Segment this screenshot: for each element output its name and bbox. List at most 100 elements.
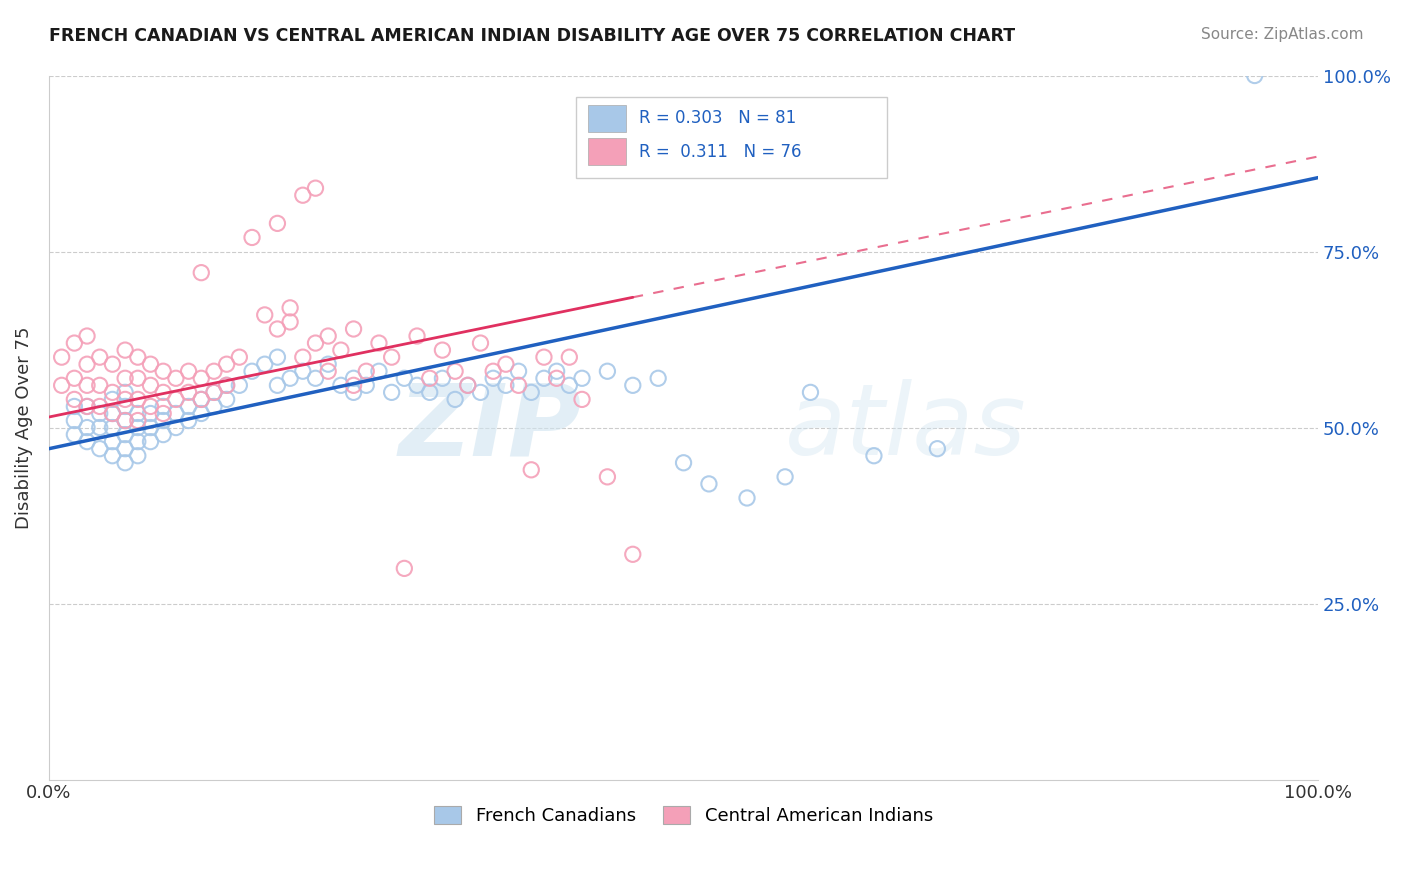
Point <box>101 407 124 421</box>
Point <box>266 322 288 336</box>
Point <box>368 336 391 351</box>
Point <box>240 364 263 378</box>
Point <box>152 427 174 442</box>
Point <box>76 434 98 449</box>
Point <box>266 216 288 230</box>
Point <box>114 385 136 400</box>
Text: ZIP: ZIP <box>399 379 582 476</box>
Point <box>76 420 98 434</box>
Point <box>520 385 543 400</box>
Point <box>101 434 124 449</box>
Point <box>76 400 98 414</box>
Point <box>253 357 276 371</box>
Point <box>697 476 720 491</box>
Point <box>51 378 73 392</box>
Point <box>89 442 111 456</box>
Point <box>368 364 391 378</box>
Point <box>202 385 225 400</box>
Point <box>266 350 288 364</box>
Point <box>558 350 581 364</box>
Point <box>152 400 174 414</box>
Point <box>266 378 288 392</box>
Point <box>89 350 111 364</box>
FancyBboxPatch shape <box>575 96 887 178</box>
Point <box>114 413 136 427</box>
Point <box>558 378 581 392</box>
Point <box>508 364 530 378</box>
Y-axis label: Disability Age Over 75: Disability Age Over 75 <box>15 326 32 529</box>
Point <box>394 561 416 575</box>
Point <box>394 371 416 385</box>
Point <box>495 378 517 392</box>
Point <box>190 392 212 407</box>
Point <box>127 449 149 463</box>
Point <box>228 378 250 392</box>
Point <box>114 456 136 470</box>
Point <box>291 350 314 364</box>
Point <box>406 329 429 343</box>
Point <box>127 407 149 421</box>
Point <box>457 378 479 392</box>
Point <box>406 378 429 392</box>
Point <box>139 420 162 434</box>
Point <box>101 407 124 421</box>
Point <box>89 378 111 392</box>
Point <box>356 364 378 378</box>
Point <box>735 491 758 505</box>
Point <box>89 400 111 414</box>
Legend: French Canadians, Central American Indians: French Canadians, Central American India… <box>425 797 942 834</box>
Point <box>546 364 568 378</box>
Point <box>672 456 695 470</box>
Point <box>215 392 238 407</box>
Point <box>316 364 339 378</box>
Point <box>114 343 136 358</box>
Point <box>139 400 162 414</box>
Point <box>63 371 86 385</box>
Point <box>101 420 124 434</box>
Point <box>571 392 593 407</box>
Point <box>152 413 174 427</box>
Point <box>63 413 86 427</box>
Point <box>139 378 162 392</box>
Point <box>165 420 187 434</box>
Point <box>177 385 200 400</box>
Point <box>470 336 492 351</box>
Text: atlas: atlas <box>785 379 1026 476</box>
Point <box>114 371 136 385</box>
Point <box>101 357 124 371</box>
Point <box>114 400 136 414</box>
Text: R =  0.311   N = 76: R = 0.311 N = 76 <box>640 143 801 161</box>
Point <box>291 364 314 378</box>
Point <box>190 371 212 385</box>
Point <box>127 392 149 407</box>
Point <box>215 378 238 392</box>
Point <box>342 322 364 336</box>
Point <box>165 392 187 407</box>
Point <box>291 188 314 202</box>
Point <box>139 434 162 449</box>
Text: R = 0.303   N = 81: R = 0.303 N = 81 <box>640 110 796 128</box>
Point <box>533 350 555 364</box>
Point <box>114 442 136 456</box>
FancyBboxPatch shape <box>588 105 627 132</box>
Point <box>152 364 174 378</box>
Point <box>139 357 162 371</box>
Point <box>63 427 86 442</box>
Point <box>190 407 212 421</box>
Point <box>114 392 136 407</box>
Text: FRENCH CANADIAN VS CENTRAL AMERICAN INDIAN DISABILITY AGE OVER 75 CORRELATION CH: FRENCH CANADIAN VS CENTRAL AMERICAN INDI… <box>49 27 1015 45</box>
Point <box>51 350 73 364</box>
Point <box>495 357 517 371</box>
Point <box>596 470 619 484</box>
Point <box>546 371 568 385</box>
Point <box>316 357 339 371</box>
Point <box>139 407 162 421</box>
Point <box>190 266 212 280</box>
Point <box>278 301 301 315</box>
Point <box>63 400 86 414</box>
Point <box>316 329 339 343</box>
Point <box>621 378 644 392</box>
Point <box>647 371 669 385</box>
Point <box>482 364 505 378</box>
Point <box>101 385 124 400</box>
